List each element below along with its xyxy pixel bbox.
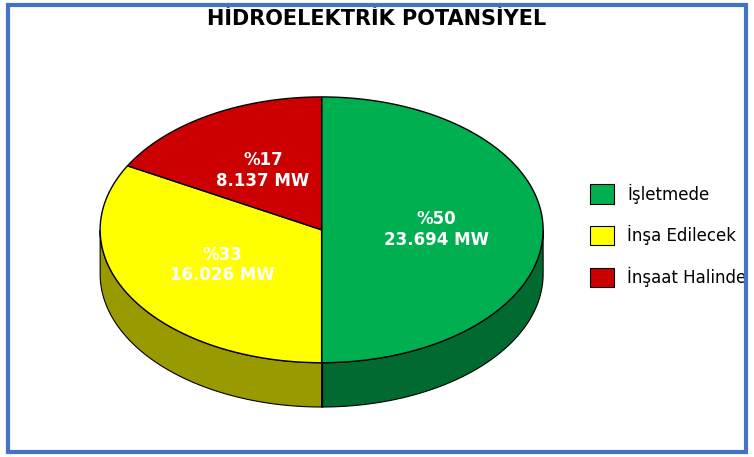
- Polygon shape: [100, 166, 322, 363]
- Title: HİDROELEKTRİK POTANSİYEL: HİDROELEKTRİK POTANSİYEL: [207, 9, 547, 29]
- Legend: İşletmede, İnşa Edilecek, İnşaat Halinde: İşletmede, İnşa Edilecek, İnşaat Halinde: [584, 177, 753, 294]
- Text: %17
8.137 MW: %17 8.137 MW: [216, 151, 310, 190]
- Polygon shape: [127, 97, 322, 230]
- Polygon shape: [322, 97, 543, 363]
- Text: %50
23.694 MW: %50 23.694 MW: [385, 210, 489, 249]
- Polygon shape: [322, 230, 543, 407]
- Polygon shape: [100, 230, 322, 407]
- Text: %33
16.026 MW: %33 16.026 MW: [170, 245, 274, 284]
